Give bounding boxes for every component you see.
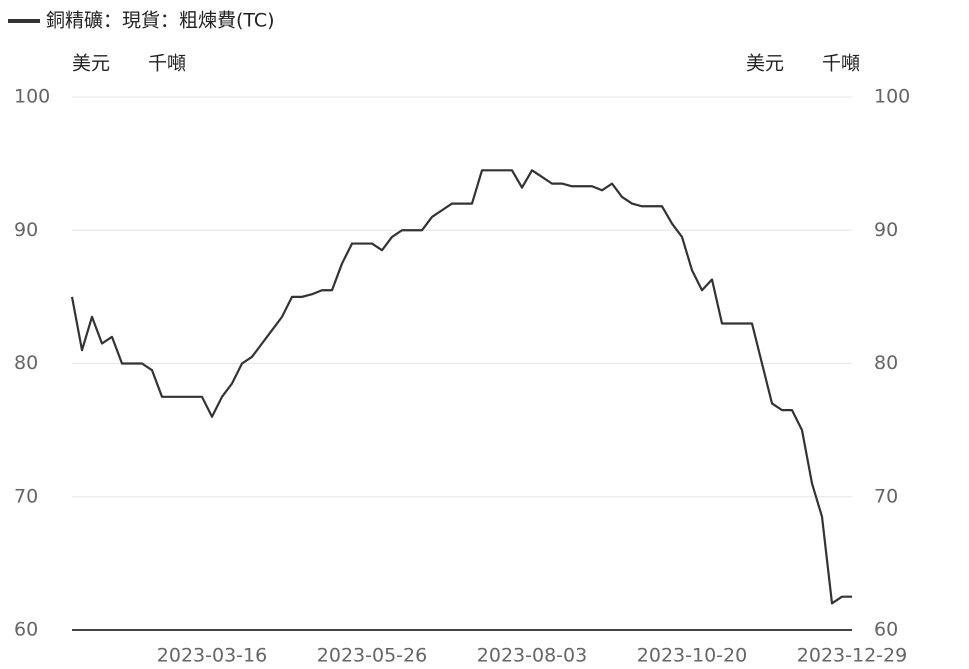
legend-label: 銅精礦：現貨：粗煉費(TC) [46,10,275,32]
y-tick-label: 60 [14,619,38,641]
x-tick-label: 2023-03-16 [157,645,267,667]
right-unit: 美元 [746,53,784,75]
y2-tick-label: 100 [874,86,910,108]
x-tick-label: 2023-08-03 [477,645,587,667]
y2-tick-label: 80 [874,352,898,374]
x-tick-label: 2023-10-20 [637,645,747,667]
y2-tick-label: 90 [874,219,898,241]
y-tick-label: 100 [14,86,50,108]
right-unit: 千噸 [822,53,860,75]
y-tick-label: 70 [14,485,38,507]
x-tick-label: 2023-05-26 [317,645,427,667]
y-tick-label: 90 [14,219,38,241]
line-series [70,169,852,605]
left-unit: 千噸 [148,53,186,75]
left-unit: 美元 [72,53,110,75]
y2-tick-label: 70 [874,485,898,507]
x-tick-label: 2023-12-29 [797,645,907,667]
y-tick-label: 80 [14,352,38,374]
y2-tick-label: 60 [874,619,898,641]
